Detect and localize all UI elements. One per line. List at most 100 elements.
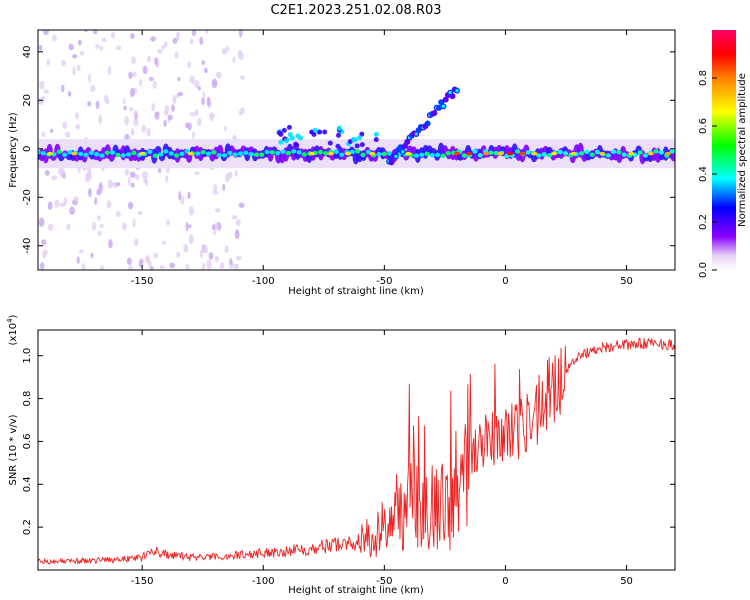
spectrogram-band-core — [546, 153, 553, 158]
spectrogram-speckle — [157, 48, 163, 54]
spectrogram-band-core — [147, 149, 153, 155]
snr-marks — [38, 337, 675, 565]
spectrogram-clump — [359, 142, 365, 148]
spectrogram-clump — [322, 129, 328, 135]
spectrogram-speckle — [115, 182, 121, 187]
spectrogram-x-tick-label: 50 — [620, 276, 633, 287]
spectrogram-speckle — [98, 114, 103, 125]
spectrogram-hot-spot — [647, 151, 654, 156]
spectrogram-speckle — [185, 263, 190, 270]
spectrogram-speckle — [161, 240, 167, 245]
spectrogram-band-core — [296, 150, 302, 155]
colorbar-tick-label: 0.0 — [698, 262, 709, 278]
spectrogram-speckle — [87, 188, 92, 198]
spectrogram-band-core — [115, 152, 121, 158]
spectrogram-hot-spot — [369, 151, 376, 156]
spectrogram-speckle — [238, 109, 243, 116]
spectrogram-speckle — [67, 91, 72, 97]
spectrogram-speckle — [232, 56, 236, 64]
spectrogram-band-core — [642, 153, 649, 158]
spectrogram-band-core — [435, 152, 441, 157]
spectrogram-band-core — [557, 149, 563, 155]
spectrogram-speckle — [188, 206, 195, 216]
spectrogram-hot-spot — [139, 151, 146, 156]
spectrogram-hot-spot — [454, 151, 461, 156]
spectrogram-y-tick-label: -40 — [22, 238, 33, 254]
spectrogram-speckle — [188, 234, 194, 245]
spectrogram-marks — [38, 30, 675, 270]
spectrogram-speckle — [133, 238, 139, 247]
spectrogram-speckle — [203, 67, 208, 74]
colorbar: 0.0 0.2 0.4 0.6 0.8 Normalized spectral ampl… — [698, 30, 748, 278]
spectrogram-speckle — [187, 122, 192, 131]
spectrogram-hot-spot — [71, 151, 78, 156]
spectrogram-band-core — [168, 151, 174, 156]
colorbar-tick-label: 0.6 — [698, 118, 709, 134]
spectrogram-speckle — [214, 207, 221, 213]
spectrogram-band-core — [264, 149, 270, 155]
snr-y-tick-label: 0.8 — [22, 391, 33, 407]
spectrogram-speckle — [123, 105, 127, 111]
spectrogram-speckle — [93, 30, 98, 35]
spectrogram-speckle — [79, 50, 85, 56]
spectrogram-speckle — [212, 229, 217, 236]
spectrogram-band-core — [259, 152, 265, 157]
snr-series-line — [38, 337, 675, 565]
spectrogram-speckle — [201, 262, 206, 270]
spectrogram-diagonal-core — [401, 150, 405, 154]
spectrogram-band-core — [120, 153, 126, 158]
snr-x-tick-label: -100 — [252, 576, 275, 587]
spectrogram-speckle — [172, 94, 177, 105]
spectrogram-speckle — [223, 125, 228, 132]
spectrogram-hot-spot — [345, 151, 352, 156]
spectrogram-clump — [327, 140, 333, 146]
spectrogram-speckle — [233, 263, 239, 270]
spectrogram-speckle — [46, 58, 51, 67]
spectrogram-speckle — [176, 251, 181, 258]
spectrogram-speckle — [87, 101, 92, 107]
spectrogram-band-core — [200, 149, 206, 155]
spectrogram-speckle — [99, 182, 103, 191]
spectrogram-speckle — [194, 171, 200, 176]
snr-scale-label: (x104) — [6, 314, 19, 345]
spectrogram-hot-spot — [531, 151, 538, 156]
spectrogram-speckle — [63, 197, 67, 207]
spectrogram-speckle — [194, 79, 200, 89]
spectrogram-diagonal-cell — [388, 159, 395, 166]
spectrogram-speckle — [62, 121, 68, 130]
spectrogram-clump — [295, 133, 301, 139]
spectrogram-speckle — [172, 37, 178, 44]
spectrogram-band-core — [211, 150, 217, 155]
spectrogram-diagonal-cell — [442, 96, 449, 103]
spectrogram-speckle — [105, 98, 110, 105]
spectrogram-speckle — [44, 170, 50, 176]
spectrogram-speckle — [229, 257, 233, 266]
spectrogram-speckle — [144, 178, 149, 186]
spectrogram-x-tick-label: -50 — [376, 276, 392, 287]
spectrogram-speckle — [189, 112, 196, 117]
spectrogram-speckle — [127, 201, 134, 210]
spectrogram-clump — [294, 142, 300, 148]
spectrogram-diagonal-cell — [431, 110, 438, 117]
spectrogram-speckle — [238, 202, 245, 208]
spectrogram-band-core — [461, 153, 467, 158]
spectrogram-y-tick-label: 0 — [22, 146, 33, 152]
spectrogram-speckle — [142, 171, 148, 180]
spectrogram-band-core — [445, 150, 451, 156]
spectrogram-speckle — [106, 200, 112, 209]
spectrogram-band-core — [658, 150, 665, 155]
spectrogram-band-core — [275, 150, 281, 156]
spectrogram-speckle — [212, 189, 219, 195]
spectrogram-speckle — [64, 131, 71, 138]
spectrogram-speckle — [43, 89, 50, 94]
spectrogram-band-core — [621, 152, 627, 157]
spectrogram-speckle — [197, 117, 202, 127]
spectrogram-speckle — [194, 109, 199, 117]
spectrogram-band-core — [280, 149, 286, 154]
spectrogram-band-core — [589, 152, 595, 157]
spectrogram-speckle — [133, 116, 139, 127]
spectrogram-speckle — [174, 51, 179, 59]
spectrogram-speckle — [152, 80, 157, 90]
spectrogram-speckle — [54, 199, 60, 208]
spectrogram-speckle — [111, 31, 116, 39]
